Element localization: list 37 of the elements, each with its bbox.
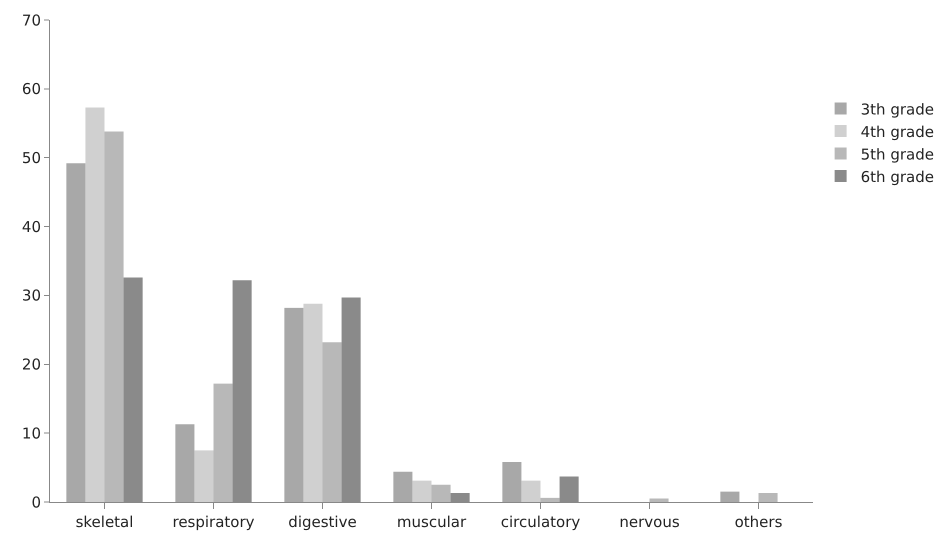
bar xyxy=(175,424,194,502)
x-tick-label: skeletal xyxy=(76,513,134,531)
legend-label: 5th grade xyxy=(860,145,934,164)
y-tick-label: 60 xyxy=(22,80,41,98)
y-tick-label: 50 xyxy=(22,148,41,167)
x-tick-label: nervous xyxy=(619,513,680,531)
bar xyxy=(540,498,560,502)
bar xyxy=(521,480,540,502)
bar xyxy=(432,484,451,502)
bar xyxy=(393,472,412,502)
bar xyxy=(502,462,522,502)
x-tick-label: digestive xyxy=(288,513,357,531)
bar xyxy=(720,492,740,502)
bar xyxy=(412,480,432,502)
bar xyxy=(284,308,304,502)
bar xyxy=(104,132,124,502)
y-tick-label: 70 xyxy=(22,11,41,30)
legend-label: 3th grade xyxy=(860,100,934,118)
bar xyxy=(650,498,669,502)
bar xyxy=(85,107,104,502)
legend-label: 6th grade xyxy=(860,168,934,186)
x-tick-label: circulatory xyxy=(500,513,580,531)
bar xyxy=(758,493,778,502)
x-tick-label: others xyxy=(734,513,783,531)
y-tick-label: 0 xyxy=(31,493,41,512)
legend-label: 4th grade xyxy=(860,122,934,141)
x-tick-label: muscular xyxy=(396,513,467,531)
y-tick-label: 20 xyxy=(22,356,41,374)
y-tick-label: 40 xyxy=(22,218,41,236)
bar xyxy=(214,384,233,502)
bar xyxy=(194,450,214,502)
y-tick-label: 30 xyxy=(22,286,41,305)
bar xyxy=(303,304,322,502)
bar xyxy=(66,163,86,502)
x-tick-label: respiratory xyxy=(172,513,255,531)
bar xyxy=(322,342,342,502)
y-tick-label: 10 xyxy=(22,424,41,442)
